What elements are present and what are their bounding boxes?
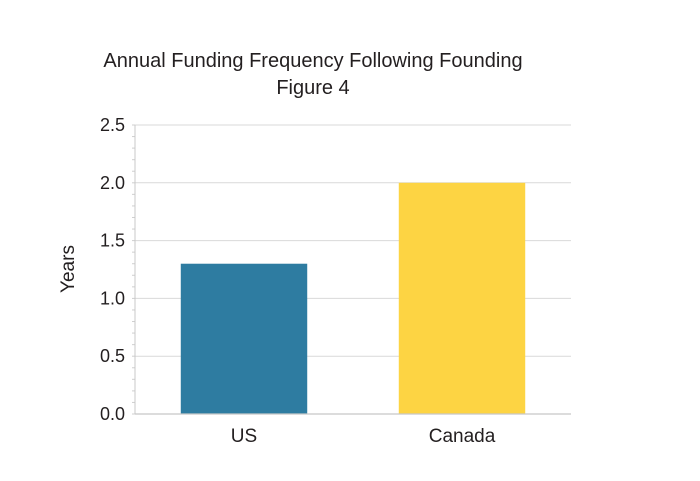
chart-subtitle: Figure 4	[276, 77, 350, 99]
bars	[180, 182, 526, 414]
y-tick-label: 0.0	[100, 404, 125, 424]
chart-title: Annual Funding Frequency Following Found…	[103, 50, 523, 72]
axes: 0.0 0.5 1.0 1.5 2.0 2.5 US Canada	[100, 115, 571, 447]
bar-canada	[398, 182, 526, 414]
y-tick-label: 2.0	[100, 173, 125, 193]
y-tick-label: 0.5	[100, 346, 125, 366]
x-tick-label: US	[231, 426, 257, 447]
x-tick-label: Canada	[429, 426, 496, 447]
y-tick-label: 2.5	[100, 115, 125, 135]
y-axis-title: Years	[58, 245, 79, 293]
y-tick-label: 1.5	[100, 231, 125, 251]
bar-us	[180, 263, 308, 414]
y-tick-label: 1.0	[100, 288, 125, 308]
